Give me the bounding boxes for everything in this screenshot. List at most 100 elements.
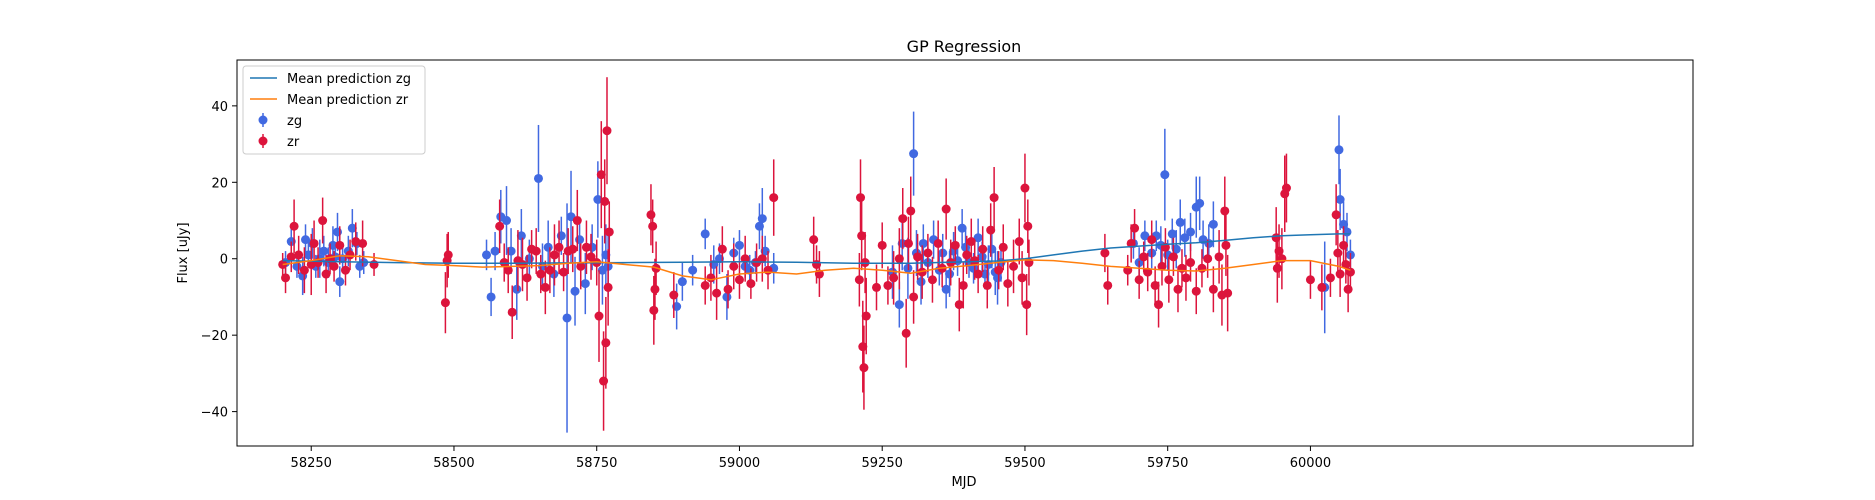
data-point-zr bbox=[518, 260, 527, 269]
data-point-zg bbox=[512, 285, 521, 294]
data-point-zr bbox=[1332, 210, 1341, 219]
data-point-zr bbox=[1147, 235, 1156, 244]
data-point-zg bbox=[571, 287, 580, 296]
data-point-zr bbox=[310, 239, 319, 248]
data-point-zr bbox=[974, 270, 983, 279]
y-tick-label: 40 bbox=[211, 100, 228, 115]
data-point-zr bbox=[600, 197, 609, 206]
data-point-zr bbox=[724, 285, 733, 294]
data-point-zr bbox=[855, 275, 864, 284]
x-tick-label: 58500 bbox=[433, 456, 474, 471]
data-point-zg bbox=[678, 277, 687, 286]
x-tick-label: 59250 bbox=[862, 456, 903, 471]
data-point-zr bbox=[1215, 252, 1224, 261]
data-point-zr bbox=[1018, 273, 1027, 282]
data-point-zr bbox=[1022, 300, 1031, 309]
data-point-zr bbox=[1277, 254, 1286, 263]
data-point-zr bbox=[1003, 279, 1012, 288]
data-point-zr bbox=[909, 292, 918, 301]
data-point-zr bbox=[335, 241, 344, 250]
data-point-zg bbox=[563, 313, 572, 322]
data-point-zr bbox=[294, 250, 303, 259]
data-point-zr bbox=[994, 266, 1003, 275]
data-point-zr bbox=[1326, 273, 1335, 282]
data-point-zr bbox=[856, 193, 865, 202]
data-point-zg bbox=[487, 292, 496, 301]
data-point-zg bbox=[758, 214, 767, 223]
data-point-zg bbox=[919, 239, 928, 248]
data-point-zr bbox=[1164, 275, 1173, 284]
y-tick-label: −20 bbox=[201, 329, 228, 344]
data-point-zr bbox=[541, 283, 550, 292]
data-point-zr bbox=[934, 239, 943, 248]
data-point-zr bbox=[1209, 285, 1218, 294]
chart-title: GP Regression bbox=[907, 37, 1022, 56]
data-point-zr bbox=[978, 245, 987, 254]
plot-area bbox=[278, 77, 1355, 432]
data-point-zg bbox=[1176, 218, 1185, 227]
legend: Mean prediction zg Mean prediction zr zg… bbox=[243, 66, 425, 154]
data-point-zr bbox=[555, 243, 564, 252]
data-point-zr bbox=[601, 338, 610, 347]
data-point-zr bbox=[550, 250, 559, 259]
data-point-zr bbox=[1023, 222, 1032, 231]
data-point-zr bbox=[573, 216, 582, 225]
data-point-zr bbox=[1186, 258, 1195, 267]
data-point-zr bbox=[1135, 275, 1144, 284]
data-point-zr bbox=[712, 289, 721, 298]
data-point-zr bbox=[718, 245, 727, 254]
data-point-zg bbox=[525, 254, 534, 263]
data-point-zr bbox=[559, 268, 568, 277]
data-point-zr bbox=[746, 279, 755, 288]
data-point-zg bbox=[557, 231, 566, 240]
data-point-zr bbox=[895, 254, 904, 263]
data-point-zr bbox=[1220, 206, 1229, 215]
data-point-zr bbox=[1221, 241, 1230, 250]
x-tick-label: 59750 bbox=[1147, 456, 1188, 471]
data-point-zr bbox=[495, 222, 504, 231]
data-point-zr bbox=[341, 266, 350, 275]
data-point-zr bbox=[809, 235, 818, 244]
data-point-zr bbox=[669, 291, 678, 300]
data-point-zg bbox=[581, 279, 590, 288]
data-point-zg bbox=[1204, 239, 1213, 248]
data-point-zr bbox=[883, 281, 892, 290]
data-point-zr bbox=[959, 281, 968, 290]
data-point-zr bbox=[898, 214, 907, 223]
y-tick-label: 20 bbox=[211, 176, 228, 191]
data-point-zg bbox=[1195, 199, 1204, 208]
data-point-zr bbox=[1306, 275, 1315, 284]
x-tick-label: 59000 bbox=[719, 456, 760, 471]
data-point-zr bbox=[902, 329, 911, 338]
legend-label-zg-line: Mean prediction zg bbox=[287, 72, 411, 87]
data-point-zr bbox=[605, 227, 614, 236]
data-point-zr bbox=[650, 285, 659, 294]
data-point-zr bbox=[444, 250, 453, 259]
data-point-zg bbox=[945, 270, 954, 279]
data-point-zg bbox=[575, 235, 584, 244]
data-point-zr bbox=[904, 239, 913, 248]
data-point-zr bbox=[441, 298, 450, 307]
data-point-zr bbox=[942, 205, 951, 214]
data-point-zr bbox=[1100, 249, 1109, 258]
data-point-zr bbox=[1020, 184, 1029, 193]
x-tick-label: 60000 bbox=[1290, 456, 1331, 471]
data-point-zr bbox=[928, 275, 937, 284]
data-point-zr bbox=[1333, 249, 1342, 258]
data-point-zr bbox=[582, 243, 591, 252]
data-point-zr bbox=[1203, 254, 1212, 263]
y-tick-label: 0 bbox=[220, 253, 228, 268]
data-point-zr bbox=[1139, 252, 1148, 261]
data-point-zr bbox=[1344, 285, 1353, 294]
y-axis-label: Flux [uJy] bbox=[176, 222, 191, 283]
data-point-zr bbox=[602, 126, 611, 135]
data-point-zg bbox=[1334, 145, 1343, 154]
data-point-zr bbox=[889, 273, 898, 282]
data-point-zg bbox=[688, 266, 697, 275]
data-point-zr bbox=[729, 262, 738, 271]
data-point-zr bbox=[706, 273, 715, 282]
data-point-zr bbox=[983, 281, 992, 290]
data-point-zr bbox=[1273, 264, 1282, 273]
data-point-zr bbox=[322, 270, 331, 279]
data-point-zr bbox=[906, 206, 915, 215]
